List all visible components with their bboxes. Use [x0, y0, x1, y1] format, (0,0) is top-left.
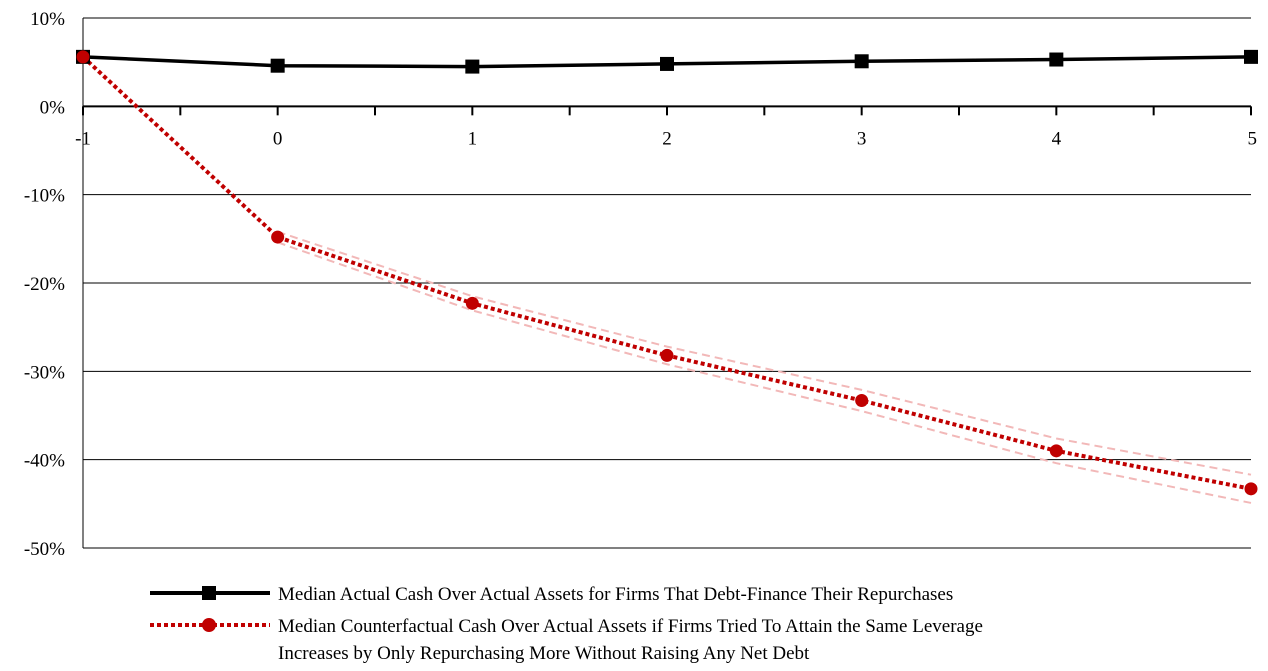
legend-label-counterfactual-cash: Median Counterfactual Cash Over Actual A…	[278, 616, 983, 664]
data-point-actual-cash	[270, 58, 285, 73]
x-tick-label: 4	[1052, 128, 1062, 149]
data-point-counterfactual-cash	[465, 296, 479, 310]
x-tick-label: 0	[273, 128, 283, 149]
y-tick-label: -10%	[24, 186, 65, 207]
confidence-bands	[277, 230, 1252, 504]
x-tick-label: 3	[857, 128, 867, 149]
series-markers	[76, 49, 1258, 496]
y-tick-label: -40%	[24, 451, 65, 472]
x-tick-label: -1	[75, 128, 91, 149]
data-point-counterfactual-cash	[76, 50, 90, 64]
legend-item-actual-cash: Median Actual Cash Over Actual Assets fo…	[148, 578, 1248, 608]
x-tick-label: 1	[468, 128, 478, 149]
data-point-actual-cash	[660, 56, 674, 71]
y-tick-label: -20%	[24, 274, 65, 295]
series-lines	[81, 55, 1252, 491]
axes	[82, 18, 1252, 548]
data-point-counterfactual-cash	[1244, 482, 1258, 496]
x-tick-label: 2	[662, 128, 672, 149]
data-point-counterfactual-cash	[1049, 444, 1063, 458]
confidence-band-upper	[277, 230, 1252, 476]
data-point-actual-cash	[1049, 52, 1064, 67]
legend-swatch-counterfactual-cash	[150, 618, 270, 632]
y-tick-label: -50%	[24, 539, 65, 560]
x-tick-label: 5	[1248, 128, 1258, 149]
data-point-counterfactual-cash	[855, 393, 869, 407]
data-point-counterfactual-cash	[271, 230, 285, 244]
y-tick-label: 0%	[40, 97, 66, 118]
confidence-band-lower	[277, 241, 1252, 504]
x-axis-ticks: -1 0 1 2 3 4 5	[75, 128, 1257, 149]
data-point-actual-cash	[465, 59, 480, 74]
gridlines	[83, 17, 1251, 549]
y-axis-ticks: 10% 0% -10% -20% -30% -40% -50%	[24, 9, 65, 560]
legend-swatch-actual-cash	[150, 586, 270, 600]
series-line-counterfactual-cash	[81, 55, 1252, 491]
y-tick-label: 10%	[30, 9, 65, 30]
data-point-actual-cash	[1244, 49, 1258, 64]
data-point-counterfactual-cash	[660, 348, 674, 362]
data-point-actual-cash	[854, 54, 869, 69]
legend-label-actual-cash: Median Actual Cash Over Actual Assets fo…	[278, 584, 954, 605]
legend: Median Actual Cash Over Actual Assets fo…	[148, 578, 1248, 664]
legend-item-counterfactual-cash: Median Counterfactual Cash Over Actual A…	[148, 610, 1248, 664]
y-tick-label: -30%	[24, 362, 65, 383]
